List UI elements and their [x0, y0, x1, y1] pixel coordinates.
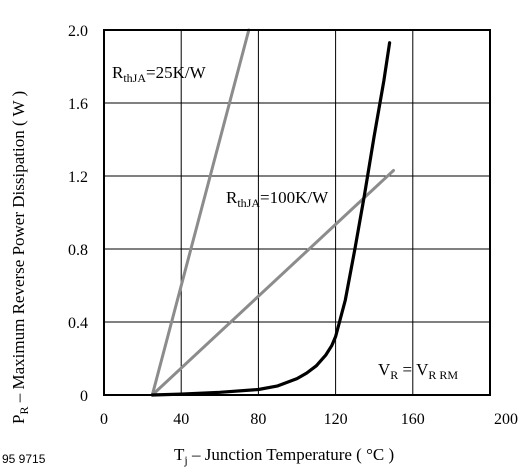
- series-line-rthja-25k-w: [150, 28, 251, 397]
- x-tick-label: 120: [324, 411, 348, 428]
- series-line-rthja-100k-w: [150, 169, 395, 397]
- y-axis-label: PR – Maximum Reverse Power Dissipation (…: [9, 91, 31, 424]
- grid: [104, 30, 490, 395]
- y-tick-labels: 0 0.4 0.8 1.2 1.6 2.0: [68, 23, 88, 405]
- y-tick-label: 1.2: [68, 169, 88, 186]
- series-group: [150, 28, 395, 397]
- x-tick-labels: 0 40 80 120 160 200: [100, 411, 518, 428]
- y-tick-label: 0: [80, 388, 88, 405]
- y-tick-label: 1.6: [68, 96, 88, 113]
- series-line-vr-vrrm: [150, 41, 392, 397]
- x-tick-label: 40: [173, 411, 189, 428]
- x-tick-label: 80: [250, 411, 266, 428]
- annotation-rthja-100: RthJA=100K/W: [226, 188, 329, 210]
- x-tick-label: 160: [401, 411, 425, 428]
- y-tick-label: 0.4: [68, 315, 88, 332]
- y-tick-label: 2.0: [68, 23, 88, 40]
- annotation-rthja-25: RthJA=25K/W: [112, 63, 207, 85]
- y-tick-label: 0.8: [68, 242, 88, 259]
- figure-id: 95 9715: [2, 452, 46, 466]
- x-tick-label: 200: [494, 411, 518, 428]
- x-tick-label: 0: [100, 411, 108, 428]
- x-axis-label: Tj – Junction Temperature ( °C ): [174, 445, 394, 467]
- annotation-vr-vrrm: VR = VR RM: [378, 360, 458, 382]
- plot-frame: [103, 29, 491, 396]
